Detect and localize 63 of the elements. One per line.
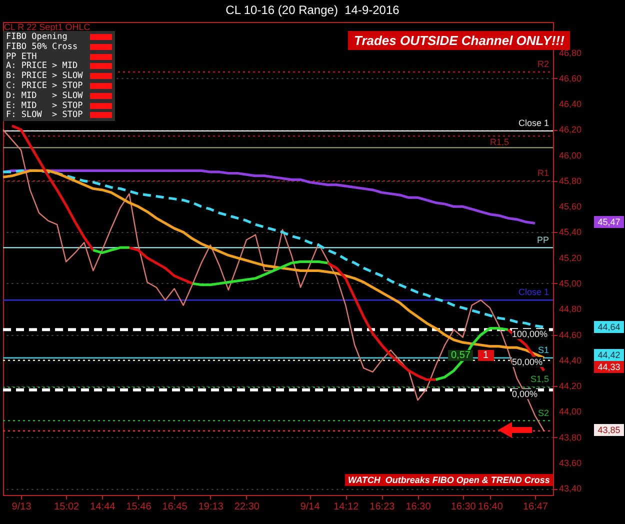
y-tick-label: 43,40 [559,484,582,494]
annotation: 50,00% [512,357,543,367]
x-tick-label: 14:44 [90,502,116,512]
ref-line-label: S1 [538,344,549,355]
y-tick-label: 46,00 [559,150,582,160]
text: 44,33 [594,361,624,373]
annotation: C: PRICE > STOP [6,81,83,91]
x-tick-label: 15:46 [126,502,152,512]
y-tick-label: 45,80 [559,176,582,186]
y-tick-label: 44,20 [559,381,582,392]
annotation: E: MID > STOP [6,100,83,111]
chart-title: CL 10-16 (20 Range) 14-9-2016 [224,3,400,17]
annotation: FIBO 50% Cross [6,42,78,52]
y-tick-label: 44,40 [559,355,582,366]
text: 43,85 [594,424,624,436]
chart-subtitle: CL R 22 Sept1 OHLC [4,22,90,32]
y-tick-label: 45,00 [559,278,582,288]
y-tick-label: 44,80 [559,304,582,314]
annotation: PP ETH [6,52,37,62]
ref-line-label: Close 1 [518,287,549,298]
y-tick-label: 44,00 [559,406,582,417]
x-tick-label: 16:47 [522,502,548,512]
y-tick-label: 44,60 [559,330,582,340]
ref-line-label: R2 [537,58,549,69]
y-tick-label: 46,80 [559,48,582,58]
y-tick-label: 45,60 [559,202,582,212]
y-tick-label: 45,20 [559,252,582,263]
x-tick-label: 9/13 [12,502,32,512]
ref-line-label: S2 [538,408,549,418]
annotation: A: PRICE > MID [6,61,78,72]
x-tick-label: 16:45 [162,502,188,512]
text: 44,64 [594,321,624,333]
x-tick-label: 16:30 [406,502,432,512]
y-tick-label: 43,60 [559,458,582,468]
annotation: 100,00% [512,329,548,339]
ref-line-label: R1 [537,168,549,178]
x-tick-label: 22:30 [234,502,260,512]
annotation: FIBO Opening [6,32,68,42]
y-tick-label: 46,20 [559,124,582,135]
x-tick-label: 15:02 [54,502,80,512]
annotation: D: MID > SLOW [6,90,83,101]
x-tick-label: 14:12 [334,502,360,512]
y-tick-label: 46,40 [559,99,582,110]
x-tick-label: 19:13 [198,502,224,512]
signal-badge: 1 [478,350,494,361]
x-tick-label: 9/14 [300,502,320,512]
annotation: F: SLOW > STOP [6,110,83,120]
annotation: WATCH Outbreaks FIBO Open & TREND Cross [345,474,553,486]
annotation: 0,57 [448,350,474,361]
y-tick-label: 46,60 [559,73,582,84]
y-tick-label: 43,80 [559,432,582,442]
annotation: Trades OUTSIDE Channel ONLY!!! [348,31,570,50]
x-tick-label: 16:30 [450,502,476,512]
y-tick-label: 45,40 [559,227,582,238]
x-tick-label: 16:23 [370,502,396,512]
x-tick-label: 16:40 [478,502,504,512]
ref-line-label: S1,5 [530,374,549,384]
ref-line-label: PP [536,234,549,245]
ref-line-label: R1,5 [490,137,509,148]
ref-line-label: Close 1 [518,118,549,128]
text: 44,42 [594,349,624,361]
annotation: B: PRICE > SLOW [6,71,83,82]
text: 45,47 [594,216,624,228]
